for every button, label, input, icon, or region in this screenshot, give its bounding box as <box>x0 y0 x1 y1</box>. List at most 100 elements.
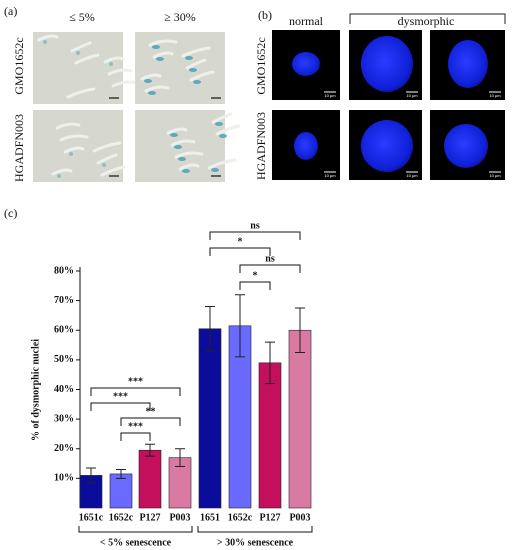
stain <box>148 91 156 95</box>
column-label: ≥ 30% <box>164 10 196 24</box>
cell <box>207 158 237 170</box>
scale-bar-label: 10 µm <box>324 173 336 178</box>
micrographs: 10 µm 10 µm 10 µm 10 µm 10 µm 10 µm <box>272 30 505 180</box>
error-bar <box>86 467 96 484</box>
cell <box>107 68 133 76</box>
stain <box>102 163 106 167</box>
cell <box>59 134 89 142</box>
error-bar <box>265 341 275 385</box>
stain <box>189 68 197 72</box>
y-tick-label: 10% <box>54 473 74 484</box>
nucleus <box>361 36 413 92</box>
nucleus <box>294 132 318 160</box>
significance-bracket <box>209 231 301 240</box>
y-tick-label: 40% <box>54 384 74 395</box>
panel-label: (a) <box>4 4 17 18</box>
row-label: HGADFN003 <box>254 112 268 180</box>
bar <box>138 449 162 509</box>
significance-label: * <box>238 236 243 247</box>
stain <box>109 62 113 66</box>
cell <box>211 112 233 124</box>
bar <box>288 329 312 509</box>
y-tick-label: 70% <box>54 295 74 306</box>
cell <box>152 51 174 59</box>
stain <box>193 80 201 84</box>
y-tick-label: 80% <box>54 265 74 276</box>
cell <box>92 141 122 153</box>
column-label: dysmorphic <box>398 14 455 28</box>
significance-label: *** <box>113 391 128 402</box>
scale-bar-label: 10 µm <box>489 93 501 98</box>
significance-bracket <box>120 432 151 441</box>
bar <box>258 362 282 509</box>
significance-bracket <box>239 281 271 290</box>
stain <box>57 174 61 178</box>
significance-bracket <box>120 417 181 426</box>
cell <box>70 41 92 53</box>
nucleus <box>448 40 488 88</box>
cell <box>189 70 215 82</box>
stain <box>69 152 73 156</box>
stain <box>144 79 152 83</box>
cell <box>51 168 73 176</box>
scale-bar-label: 10 µm <box>406 93 418 98</box>
error-bar <box>175 448 185 468</box>
error-bar <box>116 468 126 479</box>
x-tick-label: P003 <box>169 512 190 523</box>
significance-label: ** <box>146 406 156 417</box>
stain <box>152 45 160 49</box>
stain <box>174 145 182 149</box>
x-tick-label: P127 <box>139 512 160 523</box>
chart: 10% 20% 30% 40% 50% 60% 70% 80% 1651c 1652c P127 P0… <box>54 220 313 548</box>
scale-bar-label: 10 µm <box>406 173 418 178</box>
cell <box>66 87 96 99</box>
group-label: > 30% senescence <box>217 537 294 548</box>
cell <box>166 127 188 135</box>
scale-bar-label: 10 µm <box>489 173 501 178</box>
x-tick-label: 1652c <box>109 512 134 523</box>
row-label: GMO1652c <box>12 37 26 94</box>
stain <box>156 57 164 61</box>
stain <box>185 56 193 60</box>
cell <box>103 56 125 64</box>
micrographs <box>33 32 241 182</box>
significance-label: *** <box>128 421 143 432</box>
significance-bracket <box>90 387 181 396</box>
stain <box>215 122 223 126</box>
x-tick-label: 1652c <box>228 512 253 523</box>
cell <box>215 124 241 136</box>
stain <box>182 169 190 173</box>
cell <box>174 151 204 159</box>
error-bar <box>235 294 245 358</box>
scale-bar-label: 10 µm <box>324 93 336 98</box>
nucleus <box>361 120 413 172</box>
stain <box>43 40 47 44</box>
nucleus <box>444 124 488 168</box>
cell <box>148 39 178 47</box>
y-tick-label: 30% <box>54 413 74 424</box>
significance-label: ns <box>250 220 260 231</box>
panel-label: (b) <box>258 8 272 22</box>
group-bracket <box>78 526 193 533</box>
significance-bracket <box>239 264 301 273</box>
cell <box>140 73 162 81</box>
panel-label: (c) <box>4 206 17 220</box>
stain <box>178 157 186 161</box>
column-label: normal <box>289 14 324 28</box>
error-bar <box>205 306 215 352</box>
x-tick-label: 1651c <box>79 512 104 523</box>
x-tick-label: 1651 <box>200 512 220 523</box>
significance-bracket <box>90 402 151 411</box>
y-tick-label: 60% <box>54 325 74 336</box>
significance-label: * <box>253 270 258 281</box>
y-axis-label: % of dysmorphic nuclei <box>30 339 41 441</box>
cell <box>178 163 200 171</box>
y-tick-label: 20% <box>54 443 74 454</box>
group-label: < 5% senescence <box>100 537 172 548</box>
cell <box>144 85 170 93</box>
stain <box>219 134 227 138</box>
y-tick-label: 50% <box>54 354 74 365</box>
row-label: HGADFN003 <box>12 114 26 182</box>
cell <box>96 153 118 165</box>
